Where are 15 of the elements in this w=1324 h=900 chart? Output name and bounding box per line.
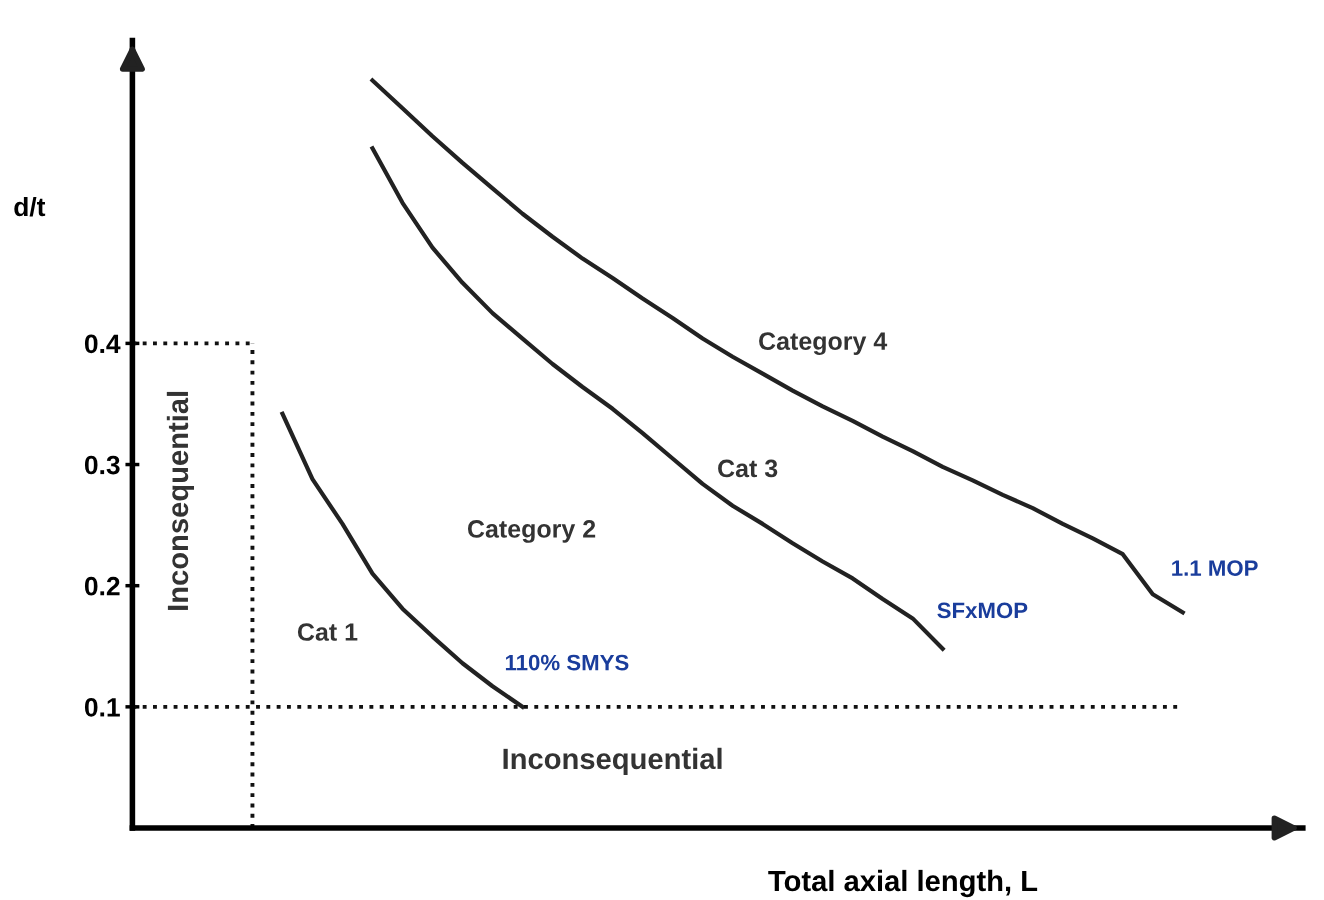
annotation: Inconsequential [503,747,722,775]
series-label: SFxMOP [937,602,1028,619]
y-tick-label: 0.2 [84,576,120,596]
annotation: Inconsequential [166,391,195,610]
y-tick-label: 0.4 [84,334,121,354]
annotation: Category 4 [759,332,888,356]
annotation: Cat 3 [718,459,778,478]
y-tick-label: 0.1 [84,697,120,717]
series-label: 110% SMYS [505,654,629,671]
y-axis-title: d/t [14,196,46,217]
x-axis-title: Total axial length, L [768,869,1038,898]
series-label: 1.1 MOP [1172,560,1258,576]
y-tick-label: 0.3 [84,455,120,475]
annotation: Category 2 [467,520,596,543]
annotation: Cat 1 [297,623,358,641]
